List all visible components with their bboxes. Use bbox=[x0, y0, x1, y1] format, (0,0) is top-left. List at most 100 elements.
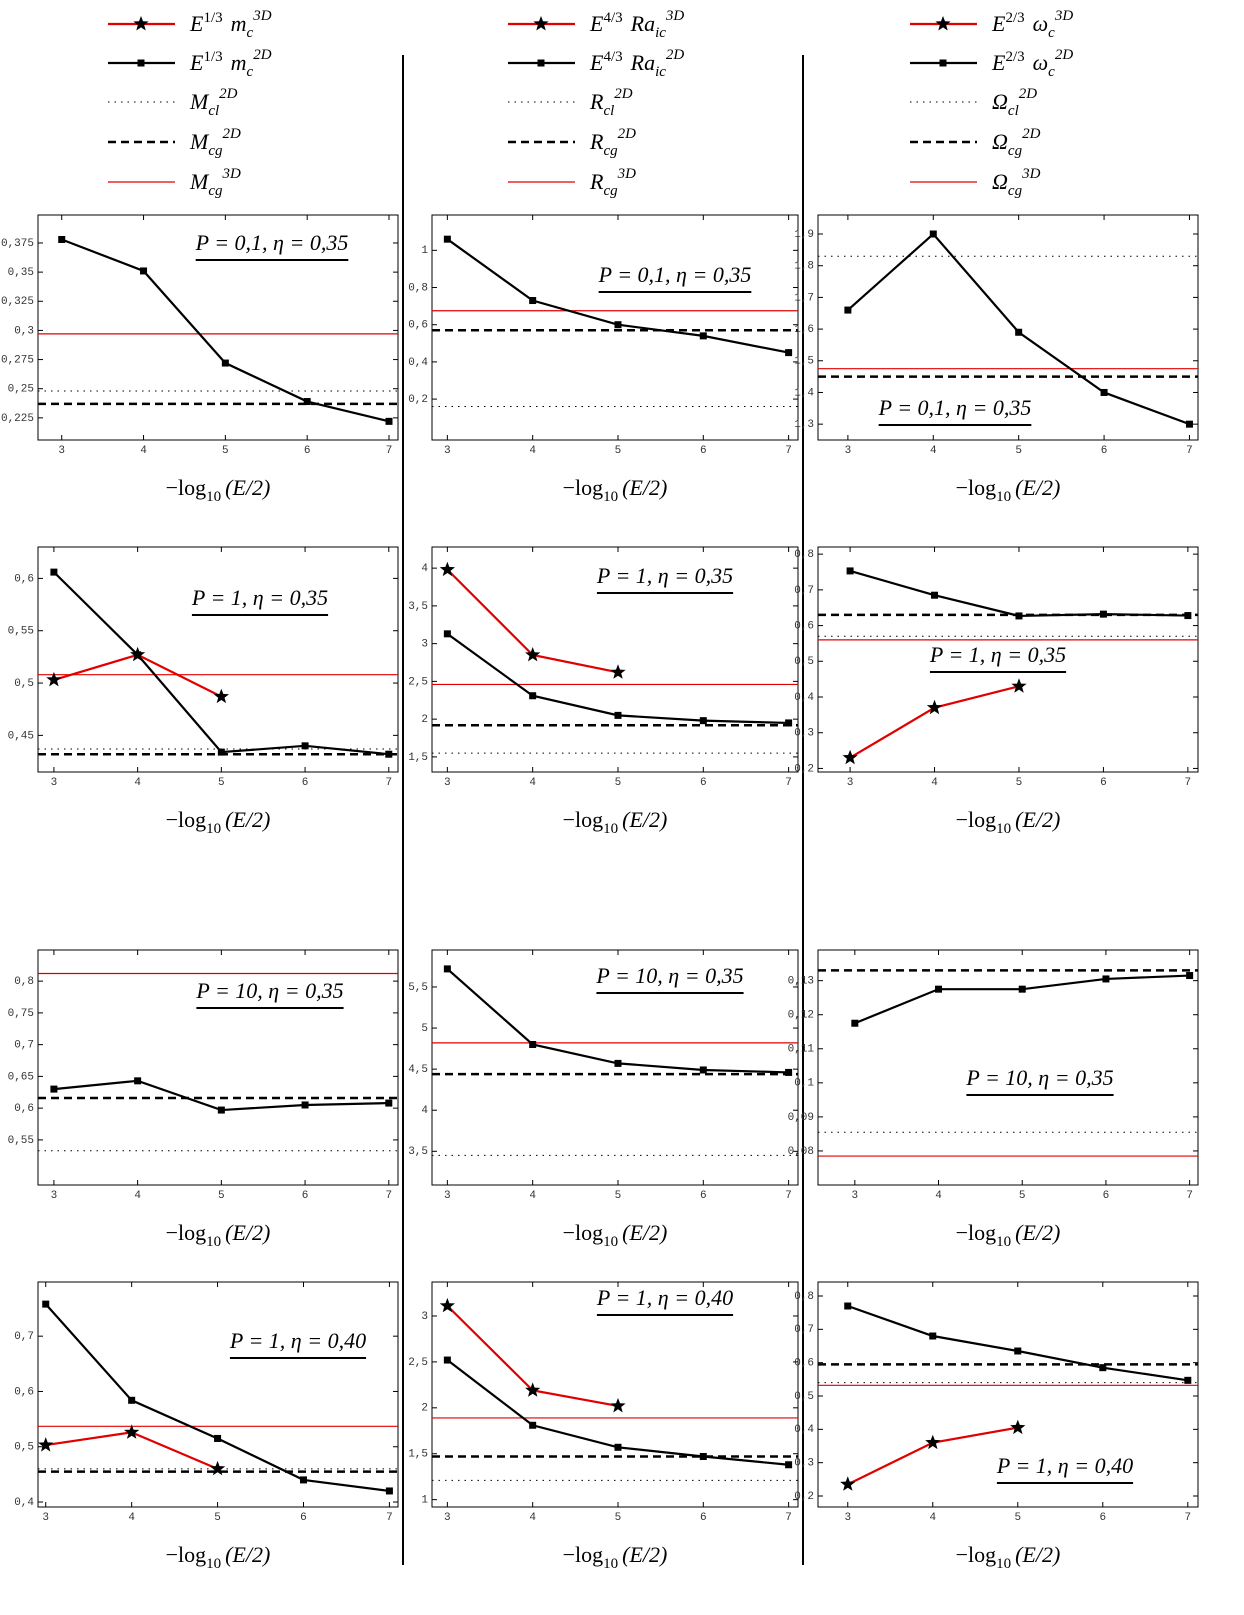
label-sup: 2D bbox=[223, 126, 242, 142]
label-sub: cg bbox=[1008, 143, 1023, 159]
x-tick-label: 7 bbox=[785, 445, 792, 457]
label-part: Ω bbox=[992, 129, 1008, 154]
plot-frame bbox=[817, 949, 1199, 1186]
label-part: −log bbox=[956, 807, 997, 832]
y-tick-label: 0,4 bbox=[408, 357, 428, 369]
x-tick-label: 7 bbox=[1186, 445, 1193, 457]
y-tick-label: 1 bbox=[421, 245, 428, 257]
square-marker bbox=[443, 235, 451, 243]
x-tick-label: 5 bbox=[1015, 445, 1022, 457]
star-marker bbox=[925, 1434, 941, 1450]
legend-label: Rcg3D bbox=[589, 166, 636, 199]
square-marker bbox=[303, 398, 311, 406]
label-sub: ic bbox=[655, 25, 666, 41]
plot-frame bbox=[817, 1281, 1199, 1508]
label-sup: 2D bbox=[1055, 47, 1074, 63]
y-tick-label: 1,5 bbox=[408, 752, 428, 764]
y-tick-label: 0,4 bbox=[794, 1424, 814, 1436]
legend-label: Rcg2D bbox=[589, 126, 636, 159]
x-axis-label: −log10 (E/2) bbox=[166, 807, 271, 837]
star-marker bbox=[38, 1437, 54, 1452]
legend-label: Mcl2D bbox=[189, 86, 238, 119]
panel-annotation: P = 1, η = 0,40 bbox=[229, 1328, 366, 1353]
series-line bbox=[53, 653, 222, 698]
square-marker bbox=[1014, 1347, 1022, 1355]
label-part: −log bbox=[166, 1220, 207, 1245]
plot-frame bbox=[431, 949, 799, 1186]
label-part: (E/2) bbox=[1015, 1220, 1060, 1245]
square-marker bbox=[614, 711, 622, 719]
legend-label: E1/3 mc2D bbox=[189, 47, 272, 80]
x-tick-label: 5 bbox=[218, 1190, 225, 1202]
label-part: E bbox=[991, 50, 1006, 75]
label-sup: 3D bbox=[617, 166, 637, 182]
square-marker bbox=[844, 306, 852, 314]
square-marker bbox=[128, 1396, 136, 1404]
label-sub: cg bbox=[603, 183, 618, 199]
plot-frame bbox=[431, 214, 799, 441]
square-marker bbox=[299, 1476, 307, 1484]
y-tick-label: 0,12 bbox=[788, 1010, 814, 1022]
y-tick-label: 0,6 bbox=[408, 320, 428, 332]
square-marker bbox=[140, 267, 148, 275]
label-sup: 3D bbox=[1054, 8, 1074, 24]
star-marker bbox=[124, 1424, 140, 1439]
square-marker bbox=[221, 359, 229, 367]
plot-frame bbox=[431, 1281, 799, 1508]
x-tick-label: 4 bbox=[128, 1512, 135, 1524]
series-line bbox=[847, 1304, 1188, 1382]
label-sub: c bbox=[247, 64, 254, 80]
label-part: −log bbox=[563, 1220, 604, 1245]
panel-annotation: P = 0,1, η = 0,35 bbox=[598, 262, 752, 287]
plot-frame bbox=[37, 949, 399, 1186]
label-part: Ra bbox=[630, 50, 655, 75]
square-marker bbox=[217, 1106, 225, 1114]
x-tick-label: 6 bbox=[700, 445, 707, 457]
label-part: Ω bbox=[992, 89, 1008, 114]
y-tick-label: 0,11 bbox=[788, 1044, 815, 1056]
label-sub: cl bbox=[1008, 103, 1019, 119]
square-marker bbox=[929, 1332, 937, 1340]
star-marker bbox=[439, 1297, 455, 1313]
x-tick-label: 7 bbox=[785, 1512, 792, 1524]
square-marker bbox=[301, 742, 309, 750]
square-marker bbox=[1102, 975, 1110, 983]
y-tick-label: 0,09 bbox=[788, 1112, 814, 1124]
x-tick-label: 6 bbox=[1101, 445, 1108, 457]
y-tick-label: 0,35 bbox=[8, 267, 34, 279]
y-tick-label: 0,1 bbox=[794, 1078, 814, 1090]
square-marker bbox=[385, 1099, 393, 1107]
y-tick-label: 0,8 bbox=[408, 282, 428, 294]
x-tick-label: 3 bbox=[444, 1190, 451, 1202]
x-tick-label: 6 bbox=[700, 1190, 707, 1202]
square-marker bbox=[529, 1040, 537, 1048]
label-sup: 3D bbox=[252, 8, 272, 24]
x-axis-label: −log10 (E/2) bbox=[563, 807, 668, 837]
label-part: (E/2) bbox=[1015, 475, 1060, 500]
panel-annotation: P = 1, η = 0,40 bbox=[596, 1285, 733, 1310]
x-tick-label: 3 bbox=[58, 445, 65, 457]
x-axis-label: −log10 (E/2) bbox=[956, 475, 1061, 505]
plot-frame bbox=[37, 214, 399, 441]
x-axis-label: −log10 (E/2) bbox=[166, 475, 271, 505]
plot-frame bbox=[817, 214, 1199, 441]
y-tick-label: 0,8 bbox=[794, 549, 814, 561]
panel-annotation: P = 1, η = 0,35 bbox=[596, 563, 733, 588]
x-axis-label: −log10 (E/2) bbox=[956, 1542, 1061, 1572]
label-sup: 2D bbox=[614, 86, 633, 102]
label-part: E bbox=[589, 50, 604, 75]
label-part: E bbox=[189, 50, 204, 75]
y-tick-label: 0,08 bbox=[788, 1146, 814, 1158]
x-tick-label: 6 bbox=[700, 777, 707, 789]
series-line bbox=[53, 1079, 389, 1112]
square-marker bbox=[699, 1452, 707, 1460]
label-sub: 10 bbox=[206, 1234, 221, 1250]
label-part: (E/2) bbox=[225, 807, 270, 832]
square-marker bbox=[1018, 985, 1026, 993]
star-marker bbox=[213, 688, 229, 704]
x-tick-label: 7 bbox=[386, 445, 393, 457]
x-tick-label: 5 bbox=[1014, 1512, 1021, 1524]
panel-annotation: P = 0,1, η = 0,35 bbox=[878, 395, 1032, 420]
label-part: −log bbox=[956, 1542, 997, 1567]
y-tick-label: 0,8 bbox=[14, 976, 34, 988]
